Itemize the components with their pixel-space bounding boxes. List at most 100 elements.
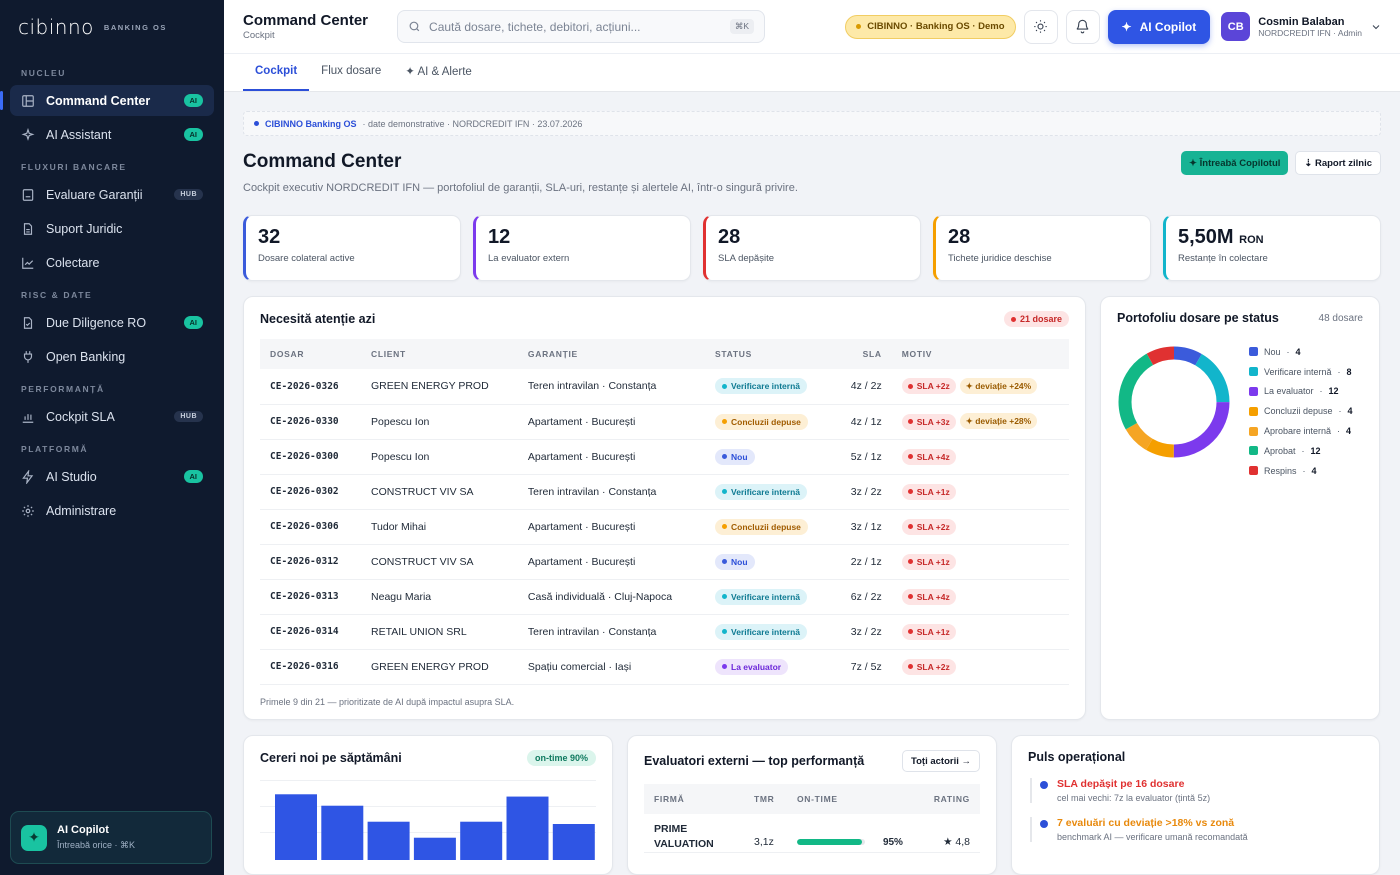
sla-badge: SLA +4z (901, 588, 956, 605)
sla-badge-label: SLA +3z (916, 416, 950, 427)
table-row[interactable]: CE-2026-0326 GREEN ENERGY PROD Teren int… (260, 369, 1069, 405)
col-tmr[interactable]: TMR (754, 794, 775, 804)
table-row[interactable]: PRIME VALUATION 3,1z 95% (644, 814, 980, 853)
daily-report-button[interactable]: ⇣ Raport zilnic (1295, 151, 1381, 175)
status-label: Nou (731, 451, 748, 462)
donut-slice[interactable] (1118, 346, 1230, 458)
client-name: Tudor Mihai (361, 509, 518, 545)
col-garantie[interactable]: GARANȚIE (527, 349, 578, 359)
pulse-dot-icon (1040, 820, 1048, 828)
sidebar-copilot-card[interactable]: ✦ AI Copilot Întreabă orice · ⌘K (10, 811, 212, 864)
all-actors-button[interactable]: Toți actorii → (902, 750, 980, 772)
status-cell: Nou (705, 544, 834, 580)
notifications-button[interactable] (1065, 9, 1100, 44)
weekly-bar[interactable] (321, 805, 364, 860)
table-row[interactable]: CE-2026-0306 Tudor Mihai Apartament · Bu… (260, 509, 1069, 545)
brand-logo[interactable]: cibinno BANKING OS (0, 0, 224, 54)
client-name: GREEN ENERGY PROD (361, 369, 518, 405)
kpi-card[interactable]: 28 Tichete juridice deschise (933, 215, 1151, 281)
table-row[interactable]: CE-2026-0302 CONSTRUCT VIV SA Teren intr… (260, 474, 1069, 510)
user-menu[interactable]: CB Cosmin Balaban NORDCREDIT IFN · Admin (1221, 12, 1382, 41)
kpi-card[interactable]: 28 SLA depășite (703, 215, 921, 281)
legend-value: 4 (1295, 346, 1301, 357)
status-badge: Verificare internă (715, 588, 807, 605)
legend-sep: · (1286, 346, 1290, 357)
sla-badge-label: SLA +2z (916, 521, 950, 532)
weekly-bar[interactable] (413, 837, 456, 860)
sidebar-item-due-diligence-ro[interactable]: Due Diligence RO AI (10, 307, 214, 338)
sidebar-item-cockpit-sla[interactable]: Cockpit SLA HUB (10, 401, 214, 432)
col-firma[interactable]: FIRMĂ (654, 794, 685, 804)
weekly-bar[interactable] (460, 821, 503, 860)
table-row[interactable]: CE-2026-0312 CONSTRUCT VIV SA Apartament… (260, 544, 1069, 580)
pulse-item[interactable]: 7 evaluări cu deviație >18% vs zonă benc… (1030, 817, 1363, 842)
sidebar-item-label: AI Studio (46, 469, 97, 484)
kpi-card[interactable]: 12 La evaluator extern (473, 215, 691, 281)
red-dot-icon (1010, 316, 1016, 322)
weekly-bar[interactable] (275, 794, 317, 860)
weekly-bar[interactable] (506, 796, 549, 860)
page-heading: Command Center Cockpit (243, 12, 368, 41)
sidebar-item-suport-juridic[interactable]: Suport Juridic (10, 213, 214, 244)
weekly-bar[interactable] (367, 821, 410, 860)
motiv-cell: SLA +2z ✦ deviație +24% (891, 369, 1069, 405)
table-row[interactable]: CE-2026-0330 Popescu Ion Apartament · Bu… (260, 404, 1069, 440)
col-ontime[interactable]: ON-TIME (796, 794, 838, 804)
donut-slice[interactable] (1118, 346, 1230, 458)
ai-copilot-button[interactable]: ✦ AI Copilot (1107, 9, 1211, 44)
legend-item: Respins · 4 (1249, 461, 1353, 481)
sla-value: 4z / 2z (833, 369, 892, 405)
legend-item: Aprobat · 12 (1249, 441, 1353, 461)
sidebar-item-ai-assistant[interactable]: AI Assistant AI (10, 119, 214, 150)
col-client[interactable]: CLIENT (371, 349, 406, 359)
kpi-row: 32 Dosare colateral active 12 La evaluato… (243, 215, 1381, 281)
sidebar-item-open-banking[interactable]: Open Banking (10, 341, 214, 372)
nav-badge: AI (183, 128, 203, 141)
status-badge: Verificare internă (715, 623, 807, 640)
sun-icon (1034, 20, 1047, 33)
kpi-card[interactable]: 32 Dosare colateral active (243, 215, 461, 281)
sidebar-item-administrare[interactable]: Administrare (10, 495, 214, 526)
donut-slice[interactable] (1118, 346, 1230, 458)
motiv-cell: SLA +1z (891, 614, 1069, 650)
motiv-cell: SLA +3z ✦ deviație +28% (891, 404, 1069, 440)
theme-toggle-button[interactable] (1023, 9, 1058, 44)
col-dosar[interactable]: DOSAR (270, 349, 305, 359)
portfolio-donut-chart (1118, 346, 1230, 458)
sla-value: 3z / 1z (833, 509, 892, 545)
nav-badge: AI (183, 470, 203, 483)
col-status[interactable]: STATUS (715, 349, 752, 359)
col-sla[interactable]: SLA (862, 349, 882, 359)
tab-cockpit[interactable]: Cockpit (243, 53, 310, 91)
tab-ai-alerte[interactable]: ✦ AI & Alerte (405, 66, 472, 78)
sidebar-item-command-center[interactable]: Command Center AI (0, 85, 214, 116)
kpi-card[interactable]: 5,50M RON Restanțe în colectare (1163, 215, 1381, 281)
status-cell: Verificare internă (705, 614, 834, 650)
ask-copilot-button[interactable]: ✦ Întreabă Copilotul (1181, 151, 1289, 175)
search-input[interactable]: Caută dosare, tichete, debitori, acțiuni… (397, 10, 766, 43)
col-motiv[interactable]: MOTIV (901, 349, 933, 359)
topbar-subtitle: Cockpit (243, 30, 275, 41)
red-dot-icon (907, 419, 913, 424)
tab-flux-dosare[interactable]: Flux dosare (321, 65, 382, 77)
sidebar-item-ai-studio[interactable]: AI Studio AI (10, 461, 214, 492)
col-rating[interactable]: RATING (933, 794, 970, 804)
brand-subtitle: BANKING OS (103, 22, 167, 32)
sidebar-item-evaluare-garantii[interactable]: Evaluare Garanții HUB (10, 179, 214, 210)
status-label: Verificare internă (731, 591, 800, 602)
sla-badge-label: SLA +2z (916, 661, 950, 672)
sla-badge-label: SLA +1z (916, 486, 950, 497)
sidebar-item-colectare[interactable]: Colectare (10, 247, 214, 278)
garantie: Apartament · București (517, 509, 706, 545)
donut-slice[interactable] (1118, 346, 1230, 458)
pulse-item[interactable]: SLA depășit pe 16 dosare cel mai vechi: … (1030, 778, 1363, 803)
table-row[interactable]: CE-2026-0314 RETAIL UNION SRL Teren intr… (260, 614, 1069, 650)
motiv-cell: SLA +4z (891, 439, 1069, 475)
info-brand: CIBINNO Banking OS (265, 118, 357, 129)
garantie: Teren intravilan · Constanța (517, 614, 706, 650)
weekly-bar[interactable] (552, 824, 595, 860)
table-row[interactable]: CE-2026-0316 GREEN ENERGY PROD Spațiu co… (260, 649, 1069, 685)
ontime-badge: on-time 90% (526, 750, 596, 766)
table-row[interactable]: CE-2026-0313 Neagu Maria Casă individual… (260, 579, 1069, 615)
table-row[interactable]: CE-2026-0300 Popescu Ion Apartament · Bu… (260, 439, 1069, 475)
